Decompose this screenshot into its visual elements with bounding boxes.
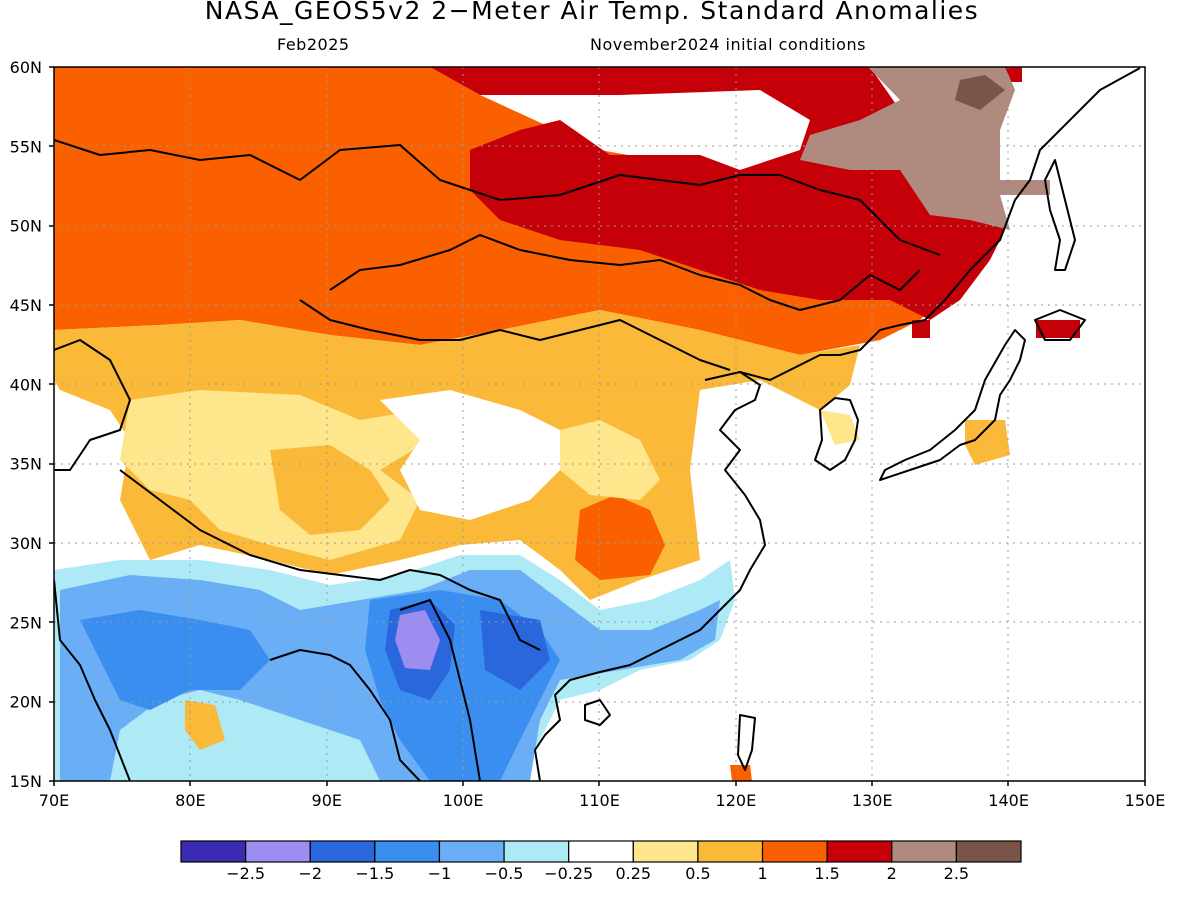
color-legend xyxy=(180,840,1022,863)
legend-label: −1.5 xyxy=(355,864,395,883)
legend-label: 2.5 xyxy=(943,864,970,883)
y-tick-label: 55N xyxy=(10,137,42,156)
x-tick-label: 70E xyxy=(39,791,69,810)
legend-label: 0.25 xyxy=(615,864,652,883)
anomaly-region-red-east xyxy=(1036,320,1080,338)
x-tick-label: 100E xyxy=(443,791,484,810)
y-tick-label: 50N xyxy=(10,217,42,236)
legend-label: 2 xyxy=(886,864,897,883)
legend-swatch xyxy=(955,840,1022,863)
map-title: NASA_GEOS5v2 2−Meter Air Temp. Standard … xyxy=(204,0,980,25)
legend-label: −2.5 xyxy=(226,864,266,883)
x-tick-label: 150E xyxy=(1125,791,1166,810)
legend-swatch xyxy=(438,840,505,863)
x-tick-label: 120E xyxy=(716,791,757,810)
legend-swatch xyxy=(503,840,570,863)
x-tick-label: 80E xyxy=(175,791,205,810)
legend-swatch xyxy=(697,840,764,863)
x-tick-label: 110E xyxy=(579,791,620,810)
legend-swatch xyxy=(632,840,699,863)
y-tick-label: 25N xyxy=(10,613,42,632)
x-tick-label: 90E xyxy=(312,791,342,810)
legend-swatch xyxy=(180,840,247,863)
legend-swatch xyxy=(374,840,441,863)
y-tick-label: 45N xyxy=(10,296,42,315)
coastlines xyxy=(54,67,1141,781)
anomaly-region-midblue xyxy=(80,610,270,710)
y-tick-label: 20N xyxy=(10,693,42,712)
legend-label: 1.5 xyxy=(814,864,840,883)
y-tick-label: 60N xyxy=(10,58,42,77)
anomaly-region-violet xyxy=(395,610,440,670)
legend-swatch xyxy=(245,840,311,863)
y-tick-label: 30N xyxy=(10,534,42,553)
anomaly-field xyxy=(54,67,1145,781)
legend-swatch xyxy=(761,840,828,863)
y-tick-label: 40N xyxy=(10,375,42,394)
initial-conditions: November2024 initial conditions xyxy=(590,35,866,54)
legend-label: 0.5 xyxy=(685,864,711,883)
anomaly-region-brown xyxy=(800,67,1050,230)
legend-swatch xyxy=(826,840,893,863)
legend-label: −0.25 xyxy=(544,864,594,883)
x-tick-label: 140E xyxy=(988,791,1029,810)
grid-lines xyxy=(54,67,1145,781)
legend-label: −1 xyxy=(427,864,452,883)
legend-label: 1 xyxy=(757,864,768,883)
x-tick-label: 130E xyxy=(852,791,893,810)
legend-swatch xyxy=(891,840,957,863)
forecast-month: Feb2025 xyxy=(277,35,350,54)
legend-swatch xyxy=(568,840,634,863)
legend-label: −0.5 xyxy=(484,864,524,883)
y-tick-label: 15N xyxy=(10,772,42,791)
anomaly-region-dark-brown xyxy=(955,75,1005,110)
y-tick-label: 35N xyxy=(10,455,42,474)
legend-swatch xyxy=(309,840,376,863)
legend-label: −2 xyxy=(298,864,323,883)
